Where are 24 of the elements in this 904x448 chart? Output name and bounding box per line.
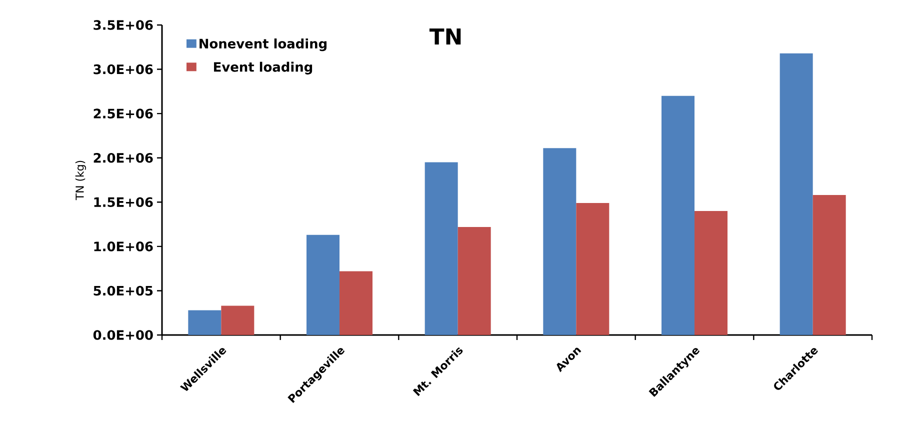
y-tick-label: 2.0E+06 bbox=[94, 152, 153, 163]
chart-title: TN bbox=[429, 28, 461, 44]
bar bbox=[780, 53, 813, 335]
bar bbox=[576, 203, 610, 335]
bar bbox=[221, 306, 254, 335]
bar bbox=[306, 234, 340, 335]
y-tick-label: 0.0E+00 bbox=[93, 330, 153, 340]
bar bbox=[694, 211, 728, 335]
y-tick-label: 1.5E+06 bbox=[94, 197, 153, 208]
legend-label: Nonevent loading bbox=[200, 38, 326, 52]
bar bbox=[340, 271, 373, 335]
y-axis-title: TN (kg) bbox=[75, 160, 86, 200]
y-tick-label: 5.0E+05 bbox=[94, 286, 153, 296]
bar bbox=[458, 226, 491, 335]
y-tick-label: 3.0E+06 bbox=[94, 64, 153, 74]
y-tick-label: 3.5E+06 bbox=[94, 20, 153, 30]
bar bbox=[424, 162, 458, 335]
legend-label: Event loading bbox=[214, 62, 312, 74]
bar bbox=[543, 148, 576, 335]
y-tick-label: 1.0E+06 bbox=[94, 242, 153, 252]
bar bbox=[188, 310, 222, 335]
y-tick-label: 2.5E+06 bbox=[94, 108, 153, 118]
bar bbox=[812, 195, 846, 335]
bar bbox=[662, 96, 695, 335]
